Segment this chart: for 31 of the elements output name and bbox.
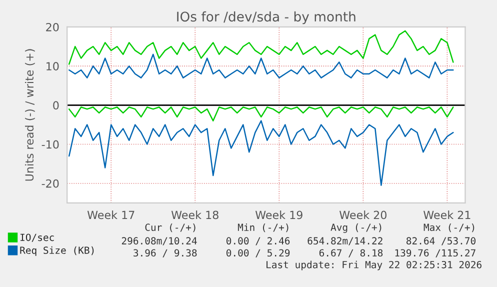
text: 654.82m/14.22 xyxy=(308,237,382,246)
text: 296.08m/10.24 xyxy=(122,237,197,246)
chart-title: IOs for /dev/sda - by month xyxy=(177,11,356,24)
line-series xyxy=(68,106,454,122)
x-tick-label: Week 20 xyxy=(339,210,386,220)
y-axis-title: Units read (-) / write (+) xyxy=(25,49,35,181)
text: 6.67 / 8.18 xyxy=(319,249,383,258)
y-tick-label: -20 xyxy=(42,179,59,188)
text: Min (-/+) xyxy=(238,223,288,232)
x-tick-label: Week 19 xyxy=(255,210,302,220)
text: Cur (-/+) xyxy=(145,223,196,232)
x-tick-label: Week 21 xyxy=(424,210,470,220)
y-tick-label: 10 xyxy=(46,62,59,70)
legend-label: Req Size (KB) xyxy=(20,246,94,256)
line-series xyxy=(68,54,454,78)
line-series xyxy=(68,30,454,65)
y-tick-label: 0 xyxy=(53,101,59,110)
legend-label: IO/sec xyxy=(20,234,54,242)
text: Max (-/+) xyxy=(424,223,474,232)
x-tick-label: Week 17 xyxy=(87,210,134,220)
text: 3.96 / 9.38 xyxy=(134,249,197,258)
text: 139.76 /115.27 xyxy=(395,249,476,258)
x-tick-label: Week 18 xyxy=(171,210,218,220)
text: 0.00 / 2.46 xyxy=(226,237,290,246)
text: Last update: Fri May 22 02:25:31 2026 xyxy=(266,260,482,270)
line-series xyxy=(68,120,454,186)
text: Avg (-/+) xyxy=(330,223,382,233)
text: 82.64 /53.70 xyxy=(406,237,476,246)
y-tick-label: -10 xyxy=(42,140,59,149)
y-tick-label: 20 xyxy=(46,22,59,32)
text: 0.00 / 5.29 xyxy=(226,249,290,258)
